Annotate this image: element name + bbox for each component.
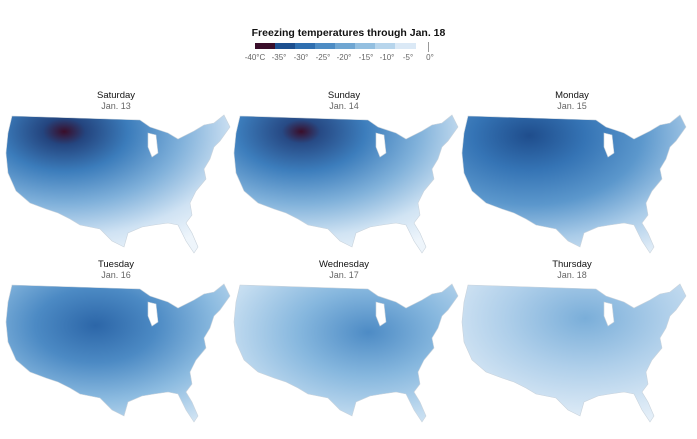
legend-tick: -10°: [379, 53, 395, 62]
legend-swatch: [275, 43, 296, 49]
panel-day: Wednesday: [319, 259, 369, 270]
legend-tick: -40°C: [244, 53, 266, 62]
panel-date: Jan. 16: [101, 270, 131, 280]
us-map: [233, 283, 459, 423]
legend-swatch: [395, 43, 416, 49]
legend-tick: -35°: [271, 53, 287, 62]
map-panel-sunday: Sunday Jan. 14: [228, 90, 460, 270]
us-map: [5, 283, 231, 423]
legend-swatch: [335, 43, 356, 49]
legend: Freezing temperatures through Jan. 18 -4…: [0, 0, 697, 70]
us-map: [5, 114, 231, 254]
panel-date: Jan. 13: [101, 101, 131, 111]
map-panel-tuesday: Tuesday Jan. 16: [0, 259, 232, 439]
panel-day: Thursday: [552, 259, 592, 270]
legend-tick: -5°: [402, 53, 414, 62]
legend-swatch: [295, 43, 316, 49]
us-map: [233, 114, 459, 254]
legend-tick: 0°: [426, 53, 434, 62]
map-panel-saturday: Saturday Jan. 13: [0, 90, 232, 270]
panel-date: Jan. 18: [557, 270, 587, 280]
panel-day: Sunday: [327, 90, 361, 101]
map-panel-wednesday: Wednesday Jan. 17: [228, 259, 460, 439]
panel-day: Tuesday: [97, 259, 135, 270]
panel-date: Jan. 15: [557, 101, 587, 111]
map-panel-thursday: Thursday Jan. 18: [456, 259, 688, 439]
legend-swatch: [255, 43, 276, 49]
legend-tick: -20°: [336, 53, 352, 62]
legend-tick: -30°: [293, 53, 309, 62]
legend-tick: -15°: [358, 53, 374, 62]
panel-day: Saturday: [96, 90, 136, 101]
panel-date: Jan. 14: [329, 101, 359, 111]
panel-date: Jan. 17: [329, 270, 359, 280]
legend-title: Freezing temperatures through Jan. 18: [251, 27, 446, 39]
legend-zero-tick: [428, 42, 429, 52]
us-map: [461, 114, 687, 254]
legend-tick: -25°: [315, 53, 331, 62]
panel-day: Monday: [555, 90, 589, 101]
legend-color-scale: [255, 43, 416, 49]
legend-swatch: [375, 43, 396, 49]
us-map: [461, 283, 687, 423]
map-panel-monday: Monday Jan. 15: [456, 90, 688, 270]
legend-swatch: [315, 43, 336, 49]
legend-swatch: [355, 43, 376, 49]
